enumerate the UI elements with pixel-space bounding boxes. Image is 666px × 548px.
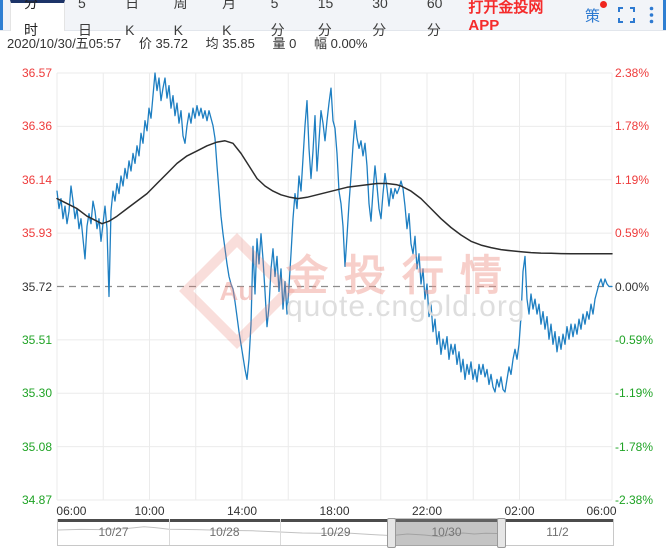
tab-60分[interactable]: 60分 <box>426 0 443 38</box>
x-axis-label: 06:00 <box>586 504 617 518</box>
quote-range: 幅 0.00% <box>313 36 368 51</box>
navigator-divider <box>169 519 170 545</box>
navigator-selected-range[interactable] <box>387 518 506 548</box>
y-axis-label-percent: -0.59% <box>615 332 654 347</box>
quote-info-bar: 2020/10/30/五05:57 价 35.72 均 35.85 量 0 幅 … <box>7 33 381 52</box>
y-axis-label-percent: 2.38% <box>615 66 650 80</box>
y-axis-label-percent: -1.19% <box>615 386 654 401</box>
right-edge-accent <box>663 0 666 30</box>
price-chart[interactable]: Au 金投行情 quote.cngold.org 36.57 36.36 36.14… <box>0 52 666 548</box>
navigator-sparkline <box>58 526 503 538</box>
tab-日K[interactable]: 日K <box>125 0 140 38</box>
y-axis-label-price: 34.87 <box>21 493 52 507</box>
y-axis-label-percent: 0.59% <box>615 226 650 241</box>
tab-5日[interactable]: 5日 <box>78 0 93 38</box>
y-axis-label-percent: -2.38% <box>615 493 654 507</box>
y-axis-label-price: 35.72 <box>21 279 52 294</box>
quote-price: 价 35.72 <box>138 36 189 51</box>
quote-datetime: 2020/10/30/五05:57 <box>7 36 122 51</box>
plot-canvas <box>56 72 613 501</box>
y-axis-label-percent: -1.78% <box>615 439 654 454</box>
date-range-navigator[interactable]: 10/27 10/28 10/29 10/30 11/2 <box>57 518 614 548</box>
tab-30分[interactable]: 30分 <box>372 0 388 38</box>
tab-15分[interactable]: 15分 <box>317 0 334 38</box>
y-axis-label-price: 36.57 <box>21 66 52 80</box>
x-axis-label: 02:00 <box>504 504 535 518</box>
x-axis-label: 06:00 <box>56 504 87 518</box>
strategy-button[interactable]: 策 <box>584 0 607 26</box>
y-axis-label-price: 36.36 <box>21 119 52 134</box>
quote-volume: 量 0 <box>272 36 297 51</box>
period-tabs: 分时 5日 日K 周K 月K 5分 15分 30分 60分 <box>10 0 468 38</box>
y-axis-label-price: 35.93 <box>21 226 52 241</box>
y-axis-label-price: 35.30 <box>21 386 52 401</box>
tab-周K[interactable]: 周K <box>173 0 188 38</box>
tab-月K[interactable]: 月K <box>222 0 237 38</box>
strategy-label: 策 <box>584 7 600 25</box>
navigator-divider <box>280 519 281 545</box>
open-app-link[interactable]: 打开金投网APP <box>468 0 544 34</box>
tab-5分[interactable]: 5分 <box>270 0 285 38</box>
navigator-right-handle[interactable] <box>497 518 506 548</box>
navigator-date-10/30[interactable]: 10/30 <box>431 525 462 539</box>
y-axis-label-percent: 1.19% <box>615 172 650 187</box>
y-axis-label-price: 35.51 <box>21 332 52 347</box>
x-axis-label: 10:00 <box>134 504 165 518</box>
y-axis-label-percent: 0.00% <box>615 279 650 294</box>
toolbar-actions: 打开金投网APP 策 <box>468 0 654 34</box>
tab-分时[interactable]: 分时 <box>10 0 66 38</box>
quote-average: 均 35.85 <box>205 36 255 51</box>
x-axis-label: 18:00 <box>319 504 350 518</box>
navigator-date-11/2[interactable]: 11/2 <box>546 525 569 539</box>
y-axis-label-percent: 1.78% <box>615 119 650 134</box>
left-edge-accent <box>0 0 3 30</box>
navigator-top-bar <box>58 519 613 522</box>
y-axis-label-price: 36.14 <box>21 172 52 187</box>
x-axis-label: 14:00 <box>226 504 258 518</box>
x-axis-label: 22:00 <box>411 504 443 518</box>
navigator-left-handle[interactable] <box>387 518 396 548</box>
y-axis-label-price: 35.08 <box>21 439 52 454</box>
more-menu-icon[interactable] <box>649 6 654 24</box>
fullscreen-icon[interactable] <box>618 7 635 23</box>
navigator-date-10/27[interactable]: 10/27 <box>98 525 129 539</box>
navigator-date-10/28[interactable]: 10/28 <box>209 525 240 539</box>
navigator-date-10/29[interactable]: 10/29 <box>320 525 351 539</box>
notification-dot-icon <box>600 0 607 8</box>
toolbar: 分时 5日 日K 周K 月K 5分 15分 30分 60分 打开金投网APP 策 <box>0 0 666 38</box>
